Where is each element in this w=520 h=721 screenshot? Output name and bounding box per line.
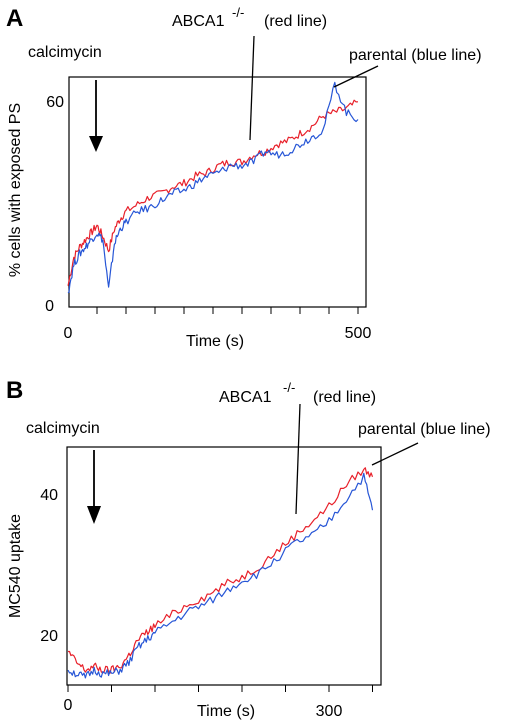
y-tick-label-a-60: 60 [46, 94, 64, 111]
chart-panel-a: 0 60 0 500 Time (s) % cells with exposed… [7, 5, 482, 350]
red-line-label-sup-b: -/- [283, 380, 295, 395]
x-tick-label-a-500: 500 [345, 325, 372, 342]
panel-letter-a: A [6, 5, 23, 32]
red-series-line-b [68, 467, 374, 674]
y-axis-label-a: % cells with exposed PS [7, 103, 24, 277]
red-series-line-a [67, 99, 359, 286]
y-tick-label-b-20: 20 [40, 628, 58, 645]
red-line-label-suffix-b: (red line) [313, 389, 376, 406]
x-axis-ticks-a [96, 307, 359, 314]
panel-letter-b: B [6, 377, 23, 404]
red-line-label-suffix-a: (red line) [264, 13, 327, 30]
red-line-pointer-a [249, 35, 255, 141]
y-tick-label-b-40: 40 [40, 487, 58, 504]
plot-frame-a [68, 76, 367, 308]
x-axis-label-b: Time (s) [197, 703, 255, 720]
blue-line-label-b: parental (blue line) [358, 421, 491, 438]
y-axis-label-b: MC540 uptake [7, 514, 24, 618]
y-tick-label-a-0: 0 [45, 298, 54, 315]
x-tick-label-b-0: 0 [64, 697, 73, 714]
red-line-label-b: ABCA1 [219, 389, 272, 406]
blue-series-line-a [67, 81, 359, 294]
series-lines-b [67, 467, 374, 679]
red-line-label-sup-a: -/- [232, 5, 244, 20]
x-axis-ticks-b [67, 685, 373, 692]
series-lines-a [67, 81, 359, 294]
blue-line-pointer-b [371, 442, 419, 466]
calcimycin-arrowhead-a [89, 136, 103, 152]
red-line-pointer-b [295, 403, 301, 515]
blue-line-pointer-a [333, 65, 379, 88]
plot-frame-b [66, 446, 382, 686]
calcimycin-arrowhead-b [87, 506, 101, 524]
x-tick-label-a-0: 0 [64, 325, 73, 342]
calcimycin-label-b: calcimycin [26, 420, 100, 437]
red-line-label-a: ABCA1 [172, 13, 225, 30]
chart-panel-b: 20 40 0 300 Time (s) MC540 uptake calcim… [7, 380, 491, 720]
blue-line-label-a: parental (blue line) [349, 47, 482, 64]
x-tick-label-b-300: 300 [316, 703, 343, 720]
x-axis-label-a: Time (s) [186, 333, 244, 350]
blue-series-line-b [67, 472, 374, 679]
calcimycin-label-a: calcimycin [28, 44, 102, 61]
